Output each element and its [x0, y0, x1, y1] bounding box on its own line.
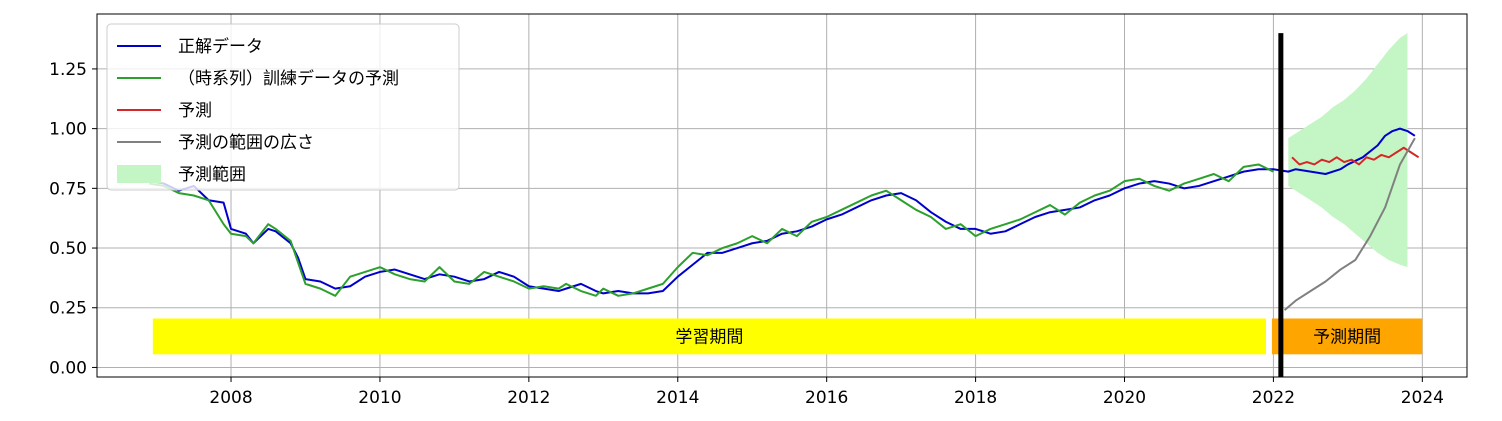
x-tick-label: 2018: [954, 388, 997, 408]
series-line: [1283, 137, 1416, 311]
legend-swatch: [117, 165, 161, 183]
x-tick-label: 2008: [209, 388, 252, 408]
y-tick-label: 0.00: [49, 358, 87, 378]
x-tick-label: 2024: [1401, 388, 1444, 408]
period-bar: [152, 318, 1266, 355]
y-tick-label: 0.25: [49, 299, 87, 319]
prediction-range-band: [1288, 33, 1408, 268]
y-tick-label: 0.75: [49, 179, 87, 199]
x-tick-label: 2020: [1103, 388, 1146, 408]
y-axis-ticks: 0.00 0.25 0.50 0.75 1.00 1.25: [49, 60, 97, 378]
legend-label: 正解データ: [178, 36, 263, 57]
period-label: 予測期間: [1313, 327, 1381, 347]
y-tick-label: 1.25: [49, 60, 87, 80]
period-bars: 学習期間 予測期間: [152, 318, 1423, 355]
legend-label: 予測: [178, 101, 212, 121]
x-tick-label: 2012: [507, 388, 550, 408]
x-tick-label: 2010: [358, 388, 401, 408]
series-lines: [148, 127, 1420, 311]
series-line: [148, 163, 1274, 297]
y-tick-label: 0.50: [49, 239, 87, 259]
x-tick-label: 2022: [1252, 388, 1295, 408]
legend-label: 予測の範囲の広さ: [178, 133, 314, 153]
period-bar: [1271, 318, 1423, 355]
series-line: [1291, 146, 1420, 166]
period-label: 学習期間: [675, 327, 743, 347]
prediction-range-area: [1288, 33, 1408, 268]
x-tick-label: 2014: [656, 388, 699, 408]
plot-frame: [96, 13, 1468, 378]
x-axis-ticks: 2008 2010 2012 2014 2016 2018 2020 2022 2024: [209, 377, 1444, 408]
y-tick-label: 1.00: [49, 120, 87, 140]
legend-box: [106, 23, 460, 191]
x-tick-label: 2016: [805, 388, 848, 408]
legend-label: （時系列）訓練データの予測: [178, 68, 399, 89]
legend-label: 予測範囲: [178, 165, 246, 185]
